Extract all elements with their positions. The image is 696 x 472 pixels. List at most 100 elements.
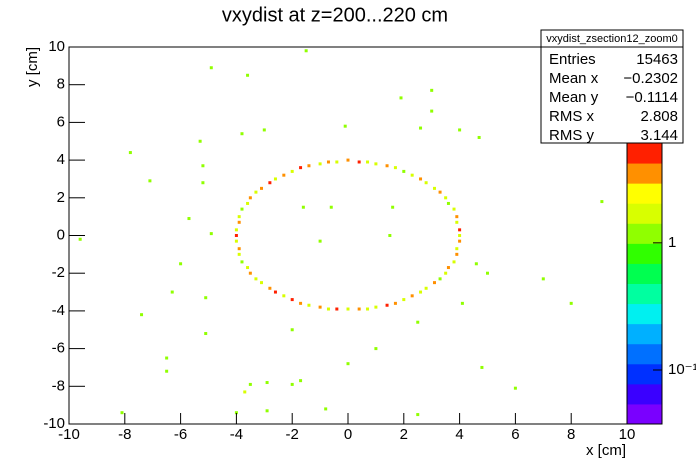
cell [237, 215, 241, 219]
cell [424, 181, 428, 185]
cell [187, 217, 191, 221]
cell [179, 262, 183, 266]
cell [318, 305, 322, 309]
x-axis-label: x [cm] [586, 442, 626, 459]
palette-swatch [627, 343, 662, 365]
cell [201, 164, 205, 168]
cell [430, 109, 434, 113]
palette-swatch [627, 163, 662, 184]
cell [240, 207, 244, 211]
cell [201, 181, 205, 185]
cell [460, 301, 464, 305]
cell [128, 151, 132, 155]
cell [148, 179, 152, 183]
cell [273, 177, 277, 181]
cell [416, 413, 420, 417]
cell [248, 196, 252, 200]
cell [237, 252, 241, 256]
cell [246, 266, 250, 270]
cell [410, 173, 414, 177]
cell [324, 407, 328, 411]
cell [265, 409, 269, 413]
cell [452, 260, 456, 264]
cell [254, 277, 258, 281]
cell [290, 169, 294, 173]
cell [78, 237, 82, 241]
cell [357, 307, 361, 311]
cell [430, 88, 434, 92]
cell [234, 234, 238, 237]
cell [204, 332, 208, 336]
cell [458, 239, 462, 243]
cell [402, 169, 406, 173]
cell [326, 307, 330, 311]
stats-value: 15463 [636, 51, 678, 68]
cell [165, 356, 169, 360]
cell [393, 301, 397, 305]
cell [391, 205, 395, 209]
palette-swatch [627, 143, 662, 164]
cell [234, 411, 238, 415]
cell [455, 247, 459, 251]
z-tick-label: 1 [668, 234, 676, 251]
cell [304, 49, 308, 53]
x-tick-label: 2 [400, 426, 408, 443]
x-tick-label: -10 [58, 426, 80, 443]
cell [446, 266, 450, 270]
x-tick-label: -6 [174, 426, 187, 443]
stats-value: −0.2302 [623, 70, 678, 87]
y-tick-label: -4 [52, 302, 65, 319]
palette-swatch [627, 243, 662, 264]
cell [248, 271, 252, 275]
cell [399, 96, 403, 100]
cell [299, 379, 303, 383]
stats-box: vxydist_zsection12_zoom0 Entries 15463 Mea… [540, 29, 684, 144]
cell [385, 303, 389, 307]
x-tick-label: -2 [286, 426, 299, 443]
cell [335, 307, 339, 311]
y-tick-label: 0 [57, 226, 65, 243]
cell [329, 205, 333, 209]
ticks: -10 -8 -6 -4 -2 0 2 4 6 8 10 -10 -8 -6 -4 -2 0 2 4 6 8 10 [43, 38, 635, 443]
cell [419, 177, 423, 181]
cell [513, 386, 517, 390]
y-tick-label: -8 [52, 377, 65, 394]
cell [366, 160, 370, 164]
cell [165, 369, 169, 373]
stats-name: Mean x [549, 70, 599, 87]
palette-swatch [627, 283, 662, 305]
palette-swatch [627, 363, 662, 385]
cell [240, 260, 244, 264]
cell [393, 166, 397, 170]
palette-swatch [627, 263, 662, 284]
y-tick-label: 8 [57, 76, 65, 93]
cell [140, 313, 144, 317]
cell [243, 390, 247, 394]
cell [326, 160, 330, 164]
cell [290, 298, 294, 302]
cell [419, 126, 423, 130]
cell [346, 362, 350, 366]
cell [416, 320, 420, 324]
cell [438, 277, 442, 281]
cell [432, 281, 436, 285]
cell [248, 382, 252, 386]
cell [374, 305, 378, 309]
cell [282, 294, 286, 298]
cell [343, 124, 347, 128]
cell [237, 220, 241, 224]
cell [402, 298, 406, 302]
cell [209, 66, 213, 70]
cell [240, 132, 244, 136]
cell [477, 135, 481, 139]
cell [366, 307, 370, 311]
cell [318, 162, 322, 166]
cell [234, 228, 238, 232]
palette-swatch [627, 403, 662, 425]
cell [262, 128, 266, 132]
cell [374, 162, 378, 166]
cell [307, 164, 311, 168]
cell [234, 239, 238, 243]
y-axis-label: y [cm] [24, 47, 41, 87]
